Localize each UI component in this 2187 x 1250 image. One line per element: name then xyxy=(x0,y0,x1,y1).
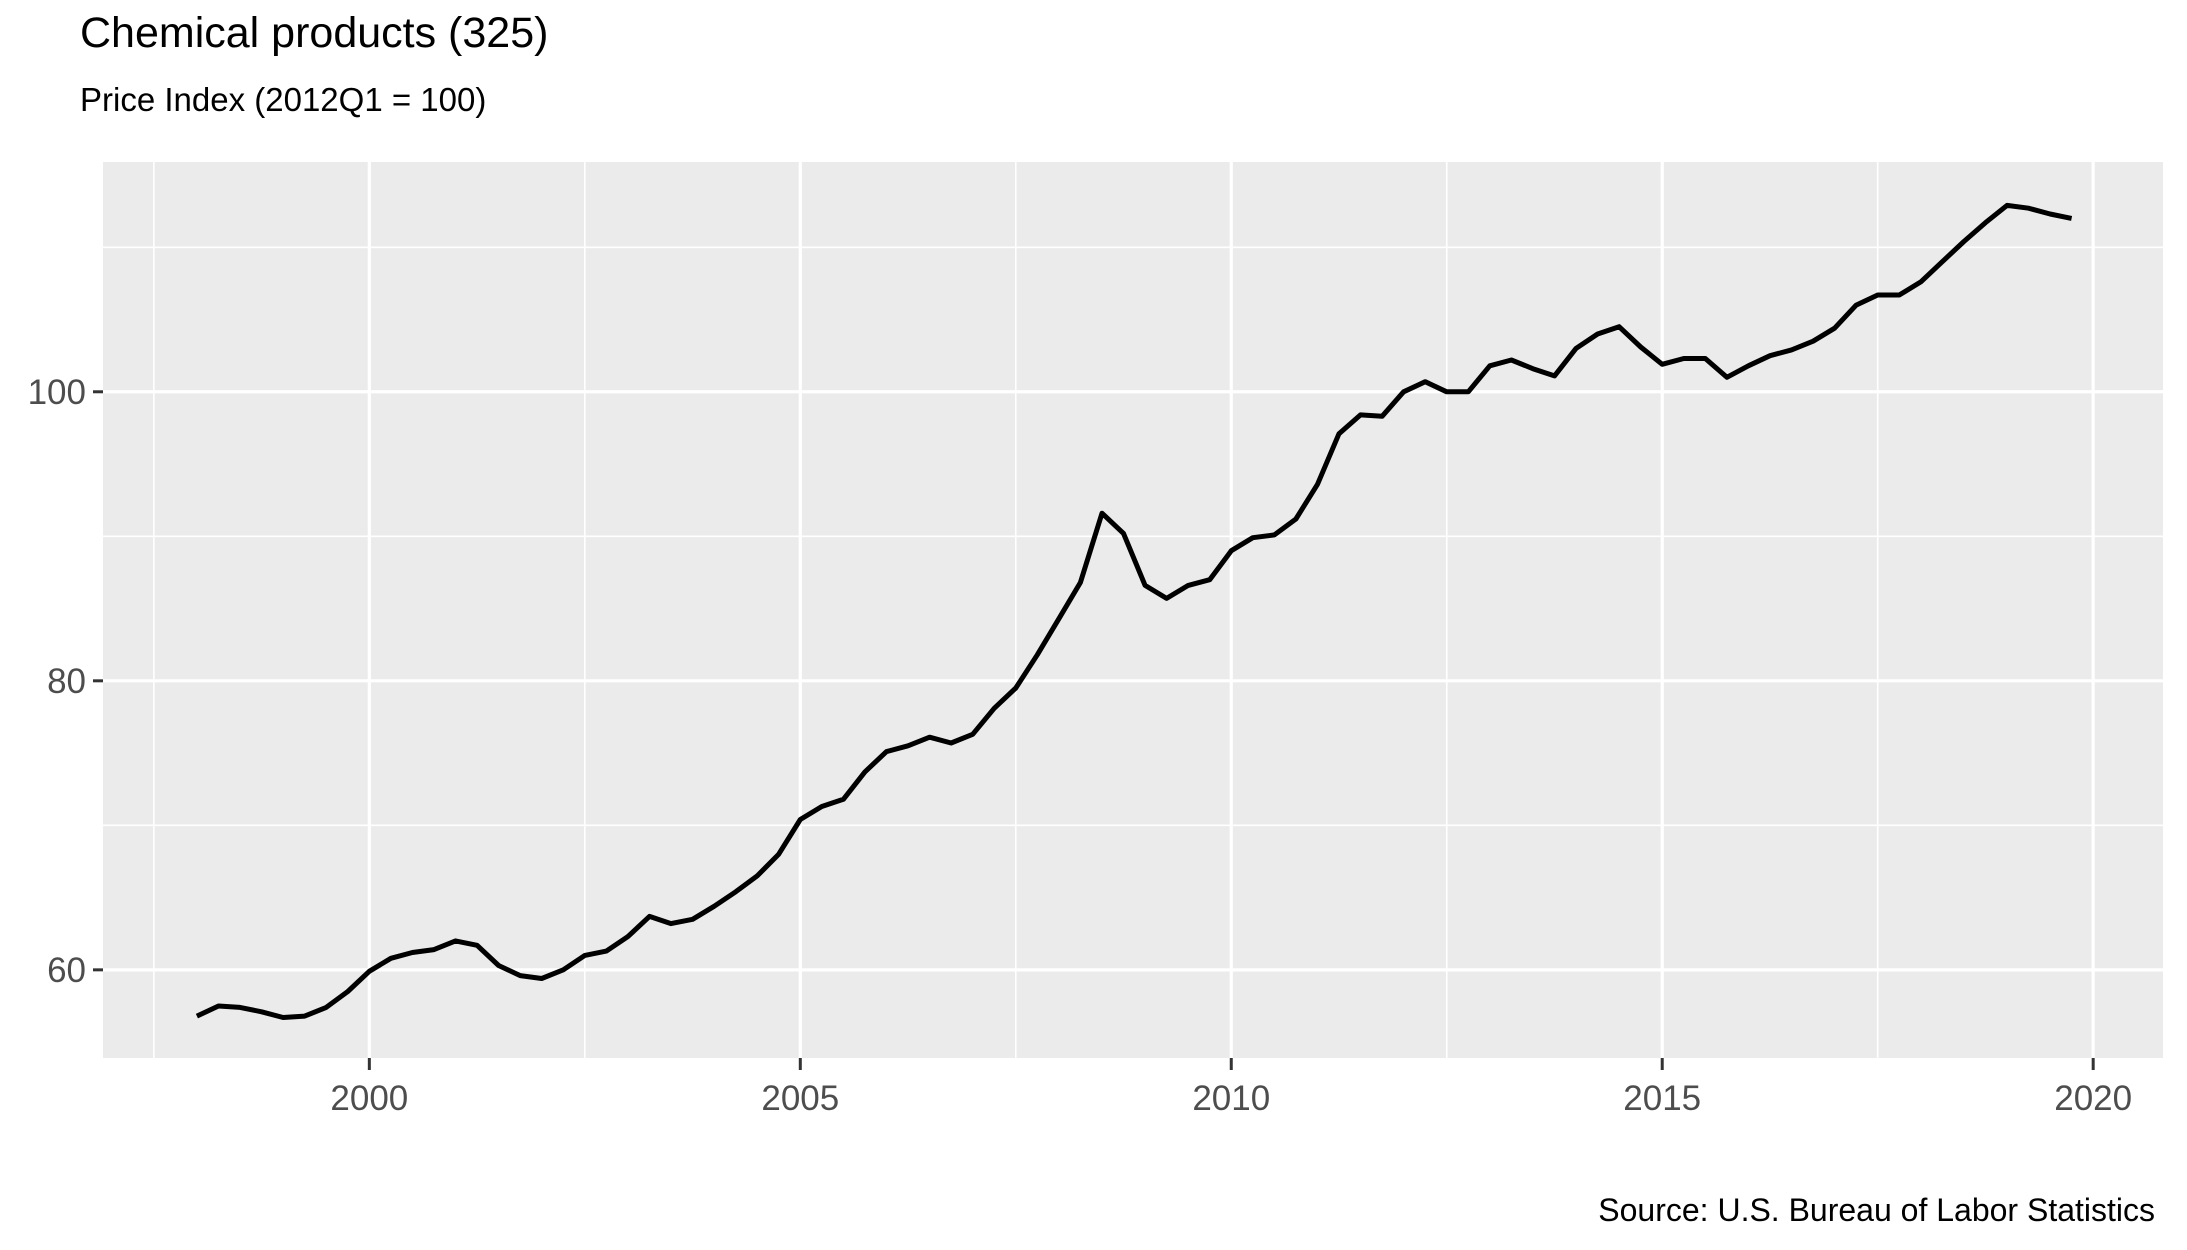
x-axis-tick-label: 2020 xyxy=(2054,1079,2132,1118)
chart-subtitle: Price Index (2012Q1 = 100) xyxy=(80,81,487,118)
source-note: Source: U.S. Bureau of Labor Statistics xyxy=(1598,1192,2155,1228)
y-axis-tick-label: 60 xyxy=(47,951,86,990)
y-axis-tick-label: 80 xyxy=(47,662,86,701)
x-axis-tick-label: 2005 xyxy=(761,1079,839,1118)
x-axis-tick-label: 2000 xyxy=(330,1079,408,1118)
plot-panel xyxy=(103,162,2163,1058)
x-axis-tick-label: 2015 xyxy=(1623,1079,1701,1118)
chart-title: Chemical products (325) xyxy=(80,9,549,57)
price-index-line xyxy=(195,202,2073,1020)
y-axis-tick-label: 100 xyxy=(28,373,86,412)
x-axis-tick-label: 2010 xyxy=(1192,1079,1270,1118)
